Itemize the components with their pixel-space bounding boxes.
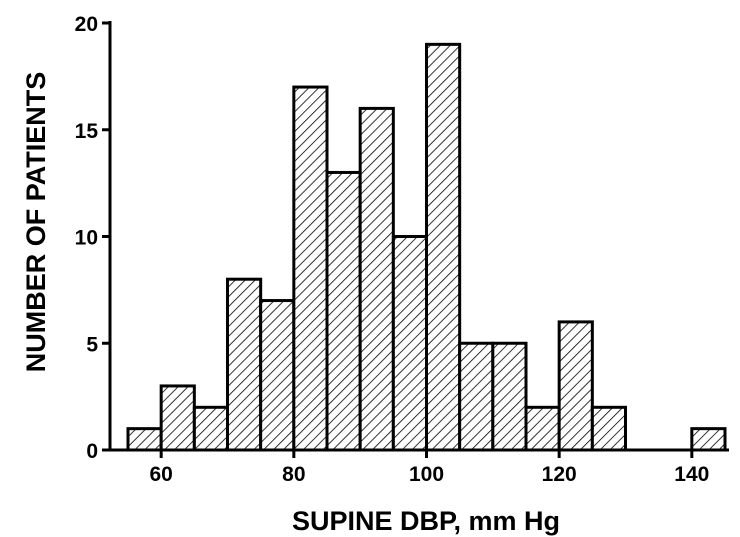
- histogram-bar: [325, 170, 362, 452]
- y-tick-label: 20: [75, 13, 98, 36]
- histogram-bar: [690, 427, 727, 452]
- y-tick-label: 5: [86, 333, 98, 356]
- x-tick-label: 80: [282, 463, 305, 486]
- histogram-bar: [557, 320, 594, 452]
- x-tick-label: 60: [149, 463, 172, 486]
- histogram-bar: [425, 42, 462, 452]
- histogram-bar: [458, 341, 495, 452]
- y-axis-title: NUMBER OF PATIENTS: [21, 72, 51, 373]
- histogram-bar: [590, 405, 627, 452]
- x-tick-label: 120: [542, 463, 577, 486]
- histogram-bar: [159, 384, 196, 452]
- bars-group: [126, 42, 727, 452]
- histogram-bar: [491, 341, 528, 452]
- x-tick-label: 100: [409, 463, 444, 486]
- x-axis-title: SUPINE DBP, mm Hg: [292, 506, 560, 536]
- histogram-bar: [524, 405, 561, 452]
- histogram-bar: [391, 235, 429, 452]
- axes-group: 0 5 10 15 20 60 80 100 120 140: [75, 13, 729, 486]
- histogram-bar: [292, 85, 329, 452]
- y-tick-label: 10: [75, 227, 98, 250]
- histogram-bar: [226, 277, 263, 452]
- y-tick-label: 15: [75, 120, 99, 143]
- histogram-bar: [259, 299, 296, 452]
- y-tick-label: 0: [86, 440, 98, 463]
- x-tick-label: 140: [674, 463, 709, 486]
- histogram-bar: [358, 106, 395, 452]
- histogram-bar: [126, 427, 163, 452]
- histogram-bar: [192, 405, 229, 452]
